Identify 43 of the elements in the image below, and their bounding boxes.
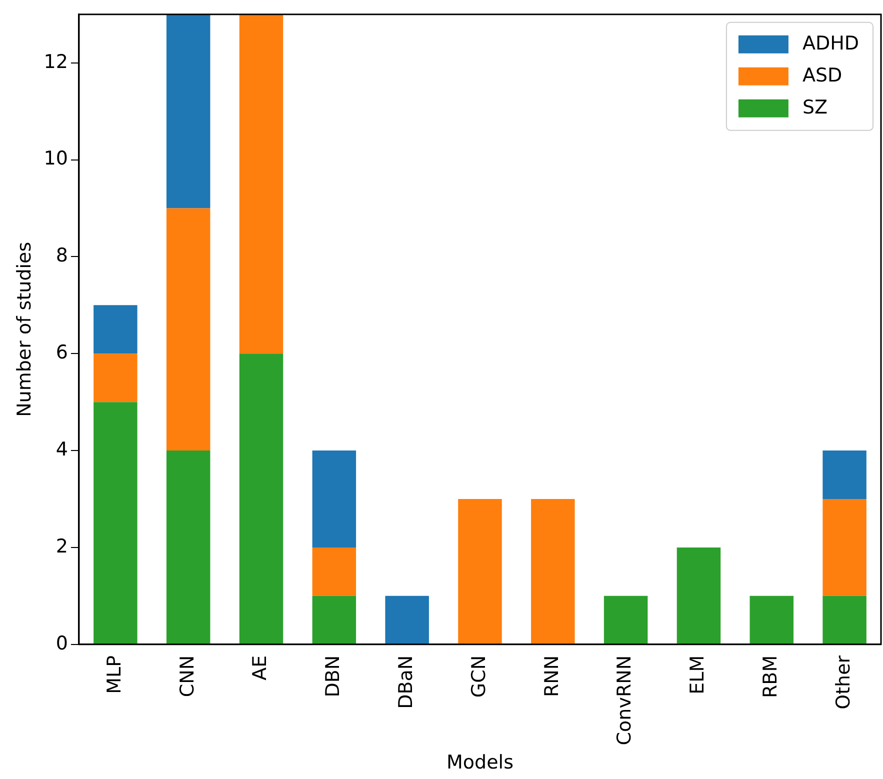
- legend-label: ADHD: [802, 32, 859, 54]
- bar: [94, 354, 138, 402]
- bar: [312, 450, 356, 548]
- bar: [94, 402, 138, 644]
- bar: [822, 596, 866, 644]
- x-tick-label: DBN: [322, 655, 344, 698]
- legend-label: SZ: [802, 96, 828, 118]
- y-tick-label: 6: [56, 342, 68, 364]
- bar: [822, 499, 866, 596]
- x-tick-label: MLP: [103, 655, 126, 694]
- bar: [458, 499, 502, 644]
- x-tick-label: RBM: [760, 655, 782, 698]
- y-tick-label: 0: [56, 632, 68, 654]
- bar: [604, 596, 648, 644]
- x-tick-label: DBaN: [395, 655, 418, 709]
- bar: [312, 596, 356, 644]
- bar: [531, 499, 575, 644]
- bar: [239, 354, 284, 644]
- bar: [166, 450, 210, 644]
- y-tick-label: 10: [44, 148, 68, 170]
- x-tick-label: AE: [249, 655, 272, 680]
- y-tick-label: 2: [56, 535, 68, 558]
- y-tick-label: 4: [56, 438, 68, 460]
- x-tick-label: CNN: [176, 655, 198, 698]
- bar: [750, 596, 794, 644]
- bar: [239, 14, 284, 354]
- y-tick-label: 8: [56, 244, 68, 267]
- bar: [94, 305, 138, 354]
- y-tick-label: 12: [44, 50, 68, 73]
- x-axis-title: Models: [446, 752, 514, 774]
- y-axis-title: Number of studies: [13, 242, 36, 417]
- legend-label: ASD: [802, 64, 842, 86]
- bar: [822, 450, 866, 500]
- x-tick-label: GCN: [468, 655, 490, 698]
- bar: [385, 596, 429, 644]
- bar: [166, 14, 210, 208]
- bar: [676, 547, 721, 644]
- bar: [166, 208, 210, 451]
- x-tick-label: Other: [832, 655, 854, 710]
- x-tick-label: ConvRNN: [614, 655, 636, 746]
- x-tick-label: RNN: [540, 655, 563, 698]
- x-tick-label: ELM: [686, 655, 709, 694]
- bar: [312, 547, 356, 596]
